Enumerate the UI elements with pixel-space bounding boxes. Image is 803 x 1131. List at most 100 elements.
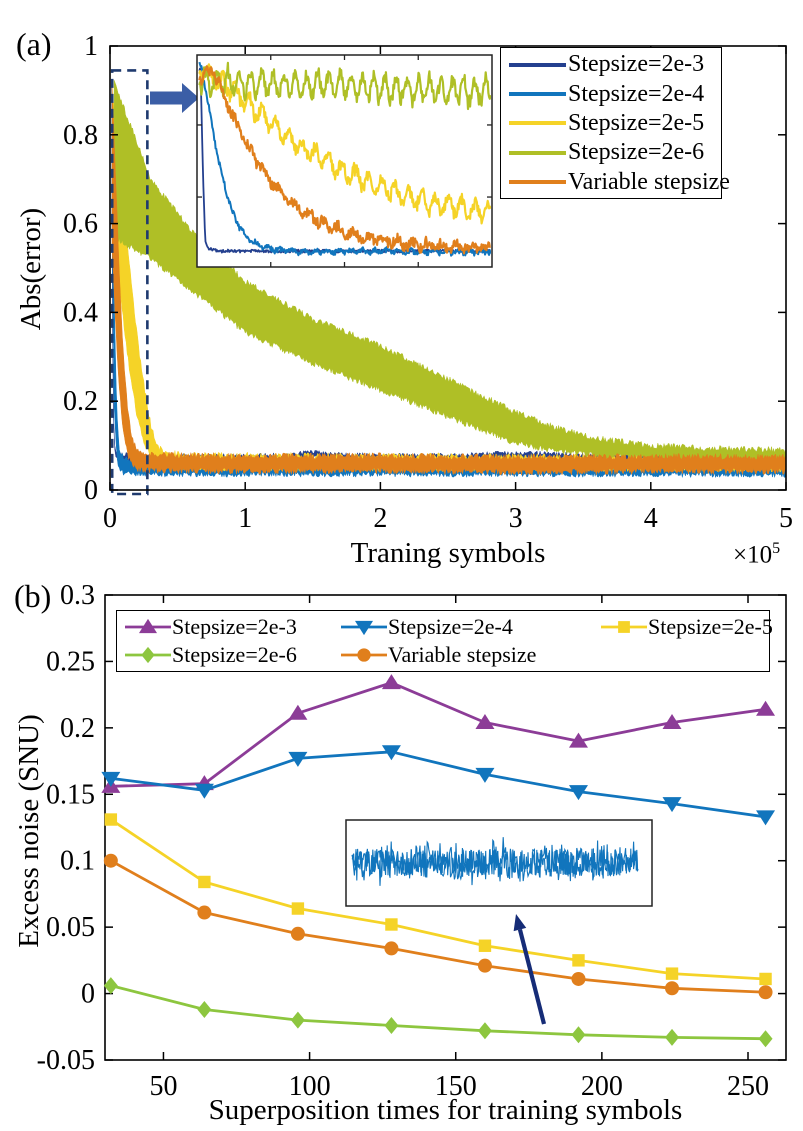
- legend-label: Stepsize=2e-3: [568, 51, 705, 78]
- x-tick-label: 3: [509, 503, 523, 534]
- marker-diamond: [571, 1026, 586, 1044]
- axes-box-a: [109, 45, 787, 491]
- x-axis-label-b: Superposition times for training symbols: [208, 1094, 683, 1126]
- marker-square: [104, 813, 118, 826]
- marker-square: [618, 621, 630, 633]
- legend-marker-sample: [341, 648, 387, 662]
- x-tick-label: 1: [238, 503, 252, 534]
- inset-series-variable-stepsize: [198, 65, 491, 255]
- marker-diamond: [141, 646, 155, 664]
- legend-line-sample: [509, 150, 566, 155]
- inset-series-stepsize-2e-6: [198, 61, 491, 111]
- y-tick-label: 0.25: [46, 646, 95, 677]
- marker-circle: [665, 981, 680, 996]
- y-tick-label: 0.6: [63, 209, 98, 240]
- x-tick-label: 250: [727, 1071, 769, 1102]
- panel-b-series: [101, 674, 776, 1048]
- x-tick-label: 50: [149, 1071, 177, 1102]
- y-tick-label: 0.2: [63, 386, 98, 417]
- y-tick-label: 0.1: [60, 846, 95, 877]
- y-tick-label: 0.4: [63, 297, 98, 328]
- legend-item-variable-stepsize: Variable stepsize: [341, 642, 536, 668]
- legend-label: Variable stepsize: [388, 642, 537, 667]
- marker-diamond: [758, 1030, 773, 1048]
- y-tick-label: 0.3: [60, 580, 95, 611]
- marker-square: [759, 972, 772, 986]
- marker-triangle-up: [475, 714, 495, 730]
- legend-label: Stepsize=2e-4: [388, 614, 513, 639]
- legend-item-stepsize-2e-6: Stepsize=2e-6: [125, 642, 297, 668]
- panel-a: 0 1 2 3 4 5 0 0.2 0.4 0.6 0.8 1: [63, 31, 793, 534]
- panel-a-axes: 0 1 2 3 4 5 0 0.2 0.4 0.6 0.8 1: [63, 31, 793, 534]
- y-tick-label: 0.15: [46, 779, 95, 810]
- series-line-stepsize-2e-6: [110, 984, 766, 1041]
- legend-label: Stepsize=2e-6: [568, 139, 705, 166]
- panel-b-label: (b): [14, 578, 52, 614]
- panel-a-inset: [196, 54, 493, 268]
- legend-panel-a: Stepsize=2e-3 Stepsize=2e-4 Stepsize=2e-5 S…: [500, 47, 730, 199]
- marker-triangle-up: [756, 700, 776, 716]
- y-tick-label: 0.05: [46, 912, 95, 943]
- annotation-arrow-head: [513, 914, 527, 932]
- marker-triangle-down: [756, 810, 776, 826]
- marker-circle: [103, 853, 118, 868]
- legend-line-sample: [509, 92, 566, 97]
- marker-circle: [384, 941, 399, 956]
- legend-label: Stepsize=2e-4: [568, 80, 705, 107]
- panel-b-axes: 50 100 150 200 250 -0.05 0 0.05 0.1 0.15 0.2 0.25 0.…: [37, 580, 787, 1102]
- series-line-variable-stepsize: [110, 859, 766, 994]
- marker-triangle-down: [101, 771, 121, 787]
- multiplier-base: ×10: [733, 541, 773, 569]
- marker-diamond: [197, 1001, 212, 1019]
- zoom-region-box: [110, 69, 149, 496]
- legend-line-sample: [509, 121, 566, 126]
- legend-line-sample: [509, 180, 566, 185]
- inset-series-stepsize-2e-5: [198, 63, 491, 225]
- legend-item-stepsize-2e-6: Stepsize=2e-6: [501, 138, 721, 167]
- legend-marker-sample: [125, 618, 171, 634]
- legend-label: Stepsize=2e-3: [172, 614, 297, 639]
- x-tick-label: 200: [581, 1071, 623, 1102]
- legend-panel-b: Stepsize=2e-3 Stepsize=2e-4 Stepsize=2e-5 S…: [116, 610, 773, 672]
- marker-diamond: [290, 1011, 305, 1029]
- marker-triangle-down: [194, 783, 214, 799]
- zoom-arrow: [150, 83, 199, 113]
- multiplier-exponent: 5: [772, 540, 781, 557]
- marker-circle: [758, 985, 773, 1000]
- marker-triangle-up: [288, 704, 308, 720]
- y-tick-label: 0.2: [60, 713, 95, 744]
- y-axis-label-a: Abs(error): [15, 207, 47, 331]
- marker-triangle-down: [381, 745, 401, 761]
- marker-triangle-up: [381, 674, 401, 690]
- y-tick-label: 0.8: [63, 120, 98, 151]
- y-tick-label: 1: [84, 31, 98, 62]
- marker-square: [478, 939, 492, 952]
- x-tick-label: 0: [103, 503, 117, 534]
- marker-circle: [477, 958, 492, 973]
- legend-item-stepsize-2e-4: Stepsize=2e-4: [341, 614, 513, 640]
- marker-triangle-up: [568, 732, 588, 748]
- y-axis-label-b: Excess noise (SNU): [13, 714, 45, 948]
- legend-item-variable-stepsize: Variable stepsize: [501, 168, 730, 197]
- marker-triangle-up: [662, 714, 682, 730]
- legend-item-stepsize-2e-4: Stepsize=2e-4: [501, 79, 721, 108]
- legend-label: Variable stepsize: [568, 168, 730, 195]
- marker-triangle-down: [475, 767, 495, 783]
- marker-diamond: [103, 977, 118, 995]
- y-tick-label: -0.05: [37, 1045, 95, 1076]
- legend-line-sample: [509, 62, 566, 67]
- legend-label: Stepsize=2e-5: [648, 614, 773, 639]
- x-tick-label: 2: [373, 503, 387, 534]
- marker-circle: [571, 971, 586, 986]
- legend-item-stepsize-2e-5: Stepsize=2e-5: [601, 614, 773, 640]
- panel-a-label: (a): [16, 26, 52, 62]
- legend-label: Stepsize=2e-5: [568, 109, 705, 136]
- x-tick-label: 100: [289, 1071, 331, 1102]
- marker-square: [385, 918, 398, 931]
- marker-square: [291, 902, 305, 915]
- inset-series-stepsize-2e-4: [198, 61, 491, 257]
- legend-marker-sample: [341, 620, 387, 636]
- marker-triangle-down: [662, 797, 682, 813]
